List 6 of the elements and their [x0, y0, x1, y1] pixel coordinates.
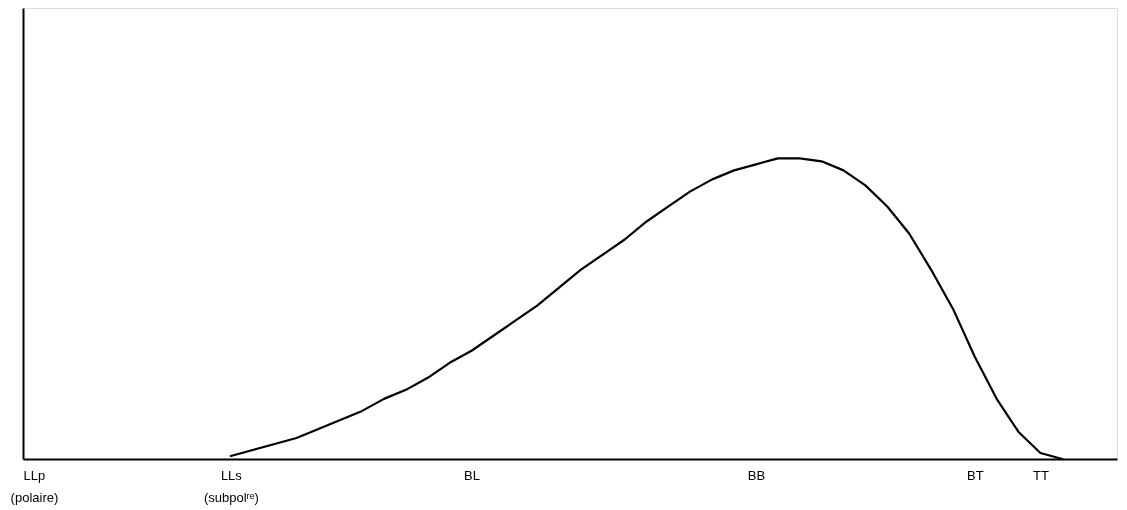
- x-tick-label: TT: [1032, 467, 1049, 483]
- x-tick-label: LLp (polaire): [10, 467, 59, 505]
- x-tick-label: BT: [966, 467, 984, 483]
- x-tick-label: BB: [747, 467, 766, 483]
- x-tick-label: LLs (subpolʳᵉ): [203, 467, 259, 505]
- x-tick-label: BL: [464, 467, 480, 483]
